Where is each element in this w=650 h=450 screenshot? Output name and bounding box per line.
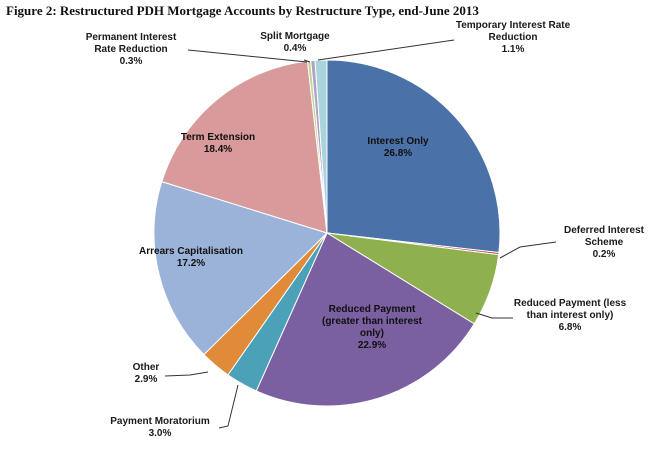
slice-name-label: Reduced Payment	[329, 304, 416, 315]
slice-name-label: Reduced Payment (less	[514, 298, 627, 309]
slice-label-deferred-interest-scheme: Deferred Interest Scheme 0.2%	[564, 225, 645, 260]
slice-value-label: 26.8%	[384, 148, 412, 159]
pie-slice-temporary-interest-rate-reduction	[314, 59, 328, 234]
slice-value-label: 0.3%	[120, 56, 143, 67]
slice-label-split-mortgage: Split Mortgage 0.4%	[260, 31, 330, 54]
slice-name-label: only)	[360, 328, 384, 339]
slice-label-term-extension: Term Extension 18.4%	[181, 132, 255, 155]
leader-line-split-mortgage	[303, 59, 311, 63]
slice-label-payment-moratorium: Payment Moratorium 3.0%	[110, 416, 210, 439]
pie-slice-term-extension	[161, 60, 328, 234]
slice-label-interest-only: Interest Only 26.8%	[367, 136, 429, 159]
slice-label-arrears-capitalisation: Arrears Capitalisation 17.2%	[139, 246, 243, 269]
slice-name-label: Split Mortgage	[260, 31, 330, 42]
slice-name-label: Interest Only	[367, 136, 429, 147]
chart-title: Figure 2: Restructured PDH Mortgage Acco…	[6, 3, 479, 18]
slice-name-label: Payment Moratorium	[110, 416, 210, 427]
slice-label-reduced-payment-greater-than-interest-only: Reduced Payment (greater than interest onl…	[322, 304, 423, 351]
slice-value-label: 2.9%	[135, 374, 158, 385]
pie-slice-reduced-payment-greater-than-interest-only	[255, 232, 475, 407]
slice-label-permanent-interest-rate-reduction: Permanent Interest Rate Reduction 0.3%	[86, 32, 177, 67]
leader-line-permanent-interest-rate-reduction	[187, 49, 308, 63]
slice-name-label: Permanent Interest	[86, 32, 177, 43]
slice-name-label: Term Extension	[181, 132, 255, 143]
slice-value-label: 0.2%	[593, 249, 616, 260]
slice-name-label: Arrears Capitalisation	[139, 246, 243, 257]
slice-name-label: Deferred Interest	[564, 225, 645, 236]
slice-name-label: Scheme	[585, 237, 624, 248]
slice-value-label: 18.4%	[204, 144, 232, 155]
leader-line-other	[164, 371, 209, 377]
leader-line-reduced-payment-less-than-interest-only	[475, 312, 513, 319]
slice-value-label: 22.9%	[358, 340, 386, 351]
leader-line-deferred-interest-scheme	[499, 241, 557, 259]
pie-slice-interest-only	[326, 59, 501, 254]
slice-name-label: (greater than interest	[322, 316, 423, 327]
slice-label-reduced-payment-less-than-interest-only: Reduced Payment (less than interest only)…	[514, 298, 627, 333]
slice-value-label: 3.0%	[149, 428, 172, 439]
slice-label-other: Other 2.9%	[133, 362, 160, 385]
slice-value-label: 1.1%	[502, 44, 525, 55]
slice-label-temporary-interest-rate-reduction: Temporary Interest Rate Reduction 1.1%	[456, 20, 571, 55]
slice-name-label: than interest only)	[527, 310, 614, 321]
slice-name-label: Reduction	[489, 32, 538, 43]
slice-value-label: 6.8%	[559, 322, 582, 333]
pie-slice-arrears-capitalisation	[153, 180, 328, 356]
slice-labels: Interest Only 26.8% Deferred Interest Schem…	[86, 20, 645, 439]
slice-name-label: Temporary Interest Rate	[456, 20, 571, 31]
label-leader-lines	[164, 39, 557, 429]
leader-line-payment-moratorium	[218, 384, 239, 429]
slice-value-label: 17.2%	[177, 258, 205, 269]
slice-name-label: Other	[133, 362, 160, 373]
slice-name-label: Rate Reduction	[94, 44, 167, 55]
slice-value-label: 0.4%	[284, 43, 307, 54]
pie-slices	[153, 59, 501, 407]
leader-line-temporary-interest-rate-reduction	[317, 39, 455, 61]
